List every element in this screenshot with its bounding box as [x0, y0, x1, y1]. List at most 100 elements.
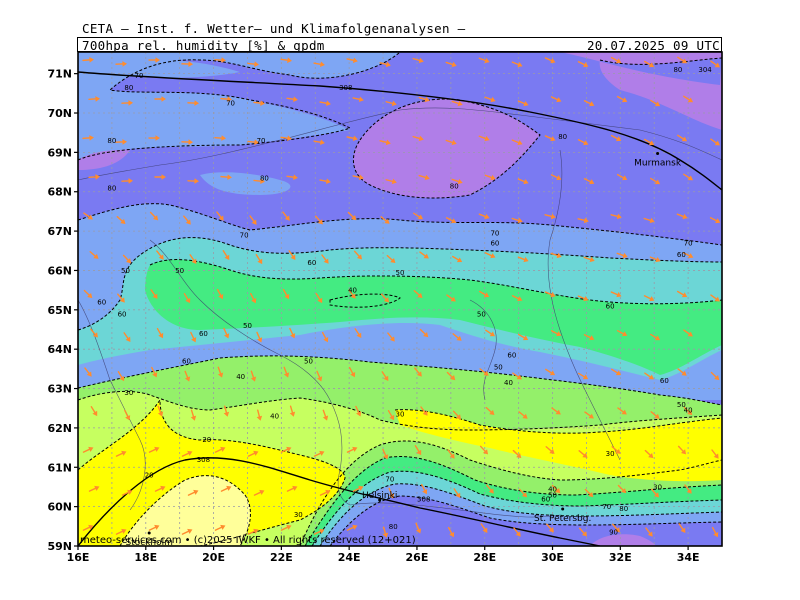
wind-arrow: [577, 217, 589, 224]
wind-arrow: [485, 329, 496, 337]
wind-arrow: [214, 524, 226, 531]
wind-arrow: [584, 488, 594, 498]
wind-arrow: [643, 217, 655, 224]
lon-label: 34E: [677, 551, 700, 564]
header-source: CETA — Inst. f. Wetter— und Klimafolgena…: [82, 21, 466, 36]
wind-arrow: [413, 212, 424, 220]
humidity-contour-label: 60: [660, 377, 669, 385]
lat-label: 65N: [47, 304, 72, 317]
wind-arrow: [518, 411, 528, 419]
humidity-contour-label: 40: [548, 485, 557, 493]
wind-arrow: [478, 213, 490, 220]
wind-arrow: [617, 407, 627, 415]
wind-arrow: [315, 293, 323, 304]
humidity-contour-label: 70: [257, 137, 266, 145]
wind-arrow: [115, 450, 127, 457]
wind-arrow: [321, 331, 329, 343]
wind-arrow: [115, 61, 127, 67]
rh-band-90: [78, 52, 722, 546]
wind-arrow: [643, 60, 655, 68]
humidity-contour-label: 80: [619, 505, 628, 513]
wind-arrow: [117, 371, 125, 382]
humidity-contour-label: 80: [124, 84, 133, 92]
lon-label: 28E: [473, 551, 496, 564]
lon-label: 26E: [406, 551, 429, 564]
wind-arrow: [550, 96, 562, 103]
wind-arrow: [388, 487, 395, 499]
wind-arrow: [412, 135, 424, 142]
wind-arrow: [710, 371, 720, 381]
humidity-contour-label: 80: [260, 174, 269, 182]
humidity-contour-label: 60: [677, 251, 686, 259]
city-label[interactable]: St. Petersbg.: [534, 514, 591, 524]
wind-arrow: [551, 407, 561, 415]
humidity-contour-label: 50: [175, 267, 184, 275]
wind-arrow: [379, 139, 391, 146]
wind-arrow: [583, 178, 595, 185]
city-label[interactable]: Stockholm: [125, 538, 172, 548]
wind-arrow: [550, 174, 562, 181]
wind-arrow: [387, 409, 395, 421]
wind-arrow: [322, 409, 329, 421]
wind-arrow: [387, 332, 395, 342]
lat-label: 70N: [47, 107, 72, 120]
wind-arrow: [346, 524, 358, 531]
wind-arrow: [214, 57, 226, 63]
wind-arrow: [420, 483, 428, 495]
wind-arrow: [711, 449, 719, 459]
wind-arrow: [121, 100, 133, 106]
wind-arrow: [220, 174, 232, 180]
wind-arrow: [319, 100, 331, 107]
wind-arrow: [643, 295, 655, 302]
city-label[interactable]: Murmansk: [634, 159, 682, 169]
wind-arrow: [617, 484, 627, 494]
wind-arrow: [511, 295, 523, 302]
wind-arrow: [414, 367, 422, 377]
wind-arrow: [247, 61, 259, 67]
wind-arrow: [381, 371, 389, 382]
wind-arrow: [280, 57, 292, 63]
copyright-text: meteo-services.com • (c)2025 IWKF • All …: [80, 535, 416, 546]
humidity-fill-layer: [78, 52, 722, 546]
wind-arrow: [280, 135, 292, 141]
wind-arrow: [577, 295, 589, 302]
humidity-contour-label: 30: [396, 411, 405, 419]
city-label[interactable]: Helsinki: [362, 491, 397, 501]
wind-arrow: [223, 327, 230, 339]
wind-arrow: [346, 446, 358, 453]
wind-arrow: [683, 329, 693, 337]
humidity-contour-label: 80: [450, 182, 459, 190]
wind-arrow: [190, 409, 197, 421]
wind-arrow: [577, 61, 589, 68]
wind-arrows-layer: [82, 56, 721, 538]
wind-arrow: [316, 370, 323, 382]
humidity-contour-label: 50: [477, 310, 486, 318]
wind-arrow: [123, 332, 131, 342]
lon-label: 30E: [541, 551, 564, 564]
wind-arrow: [711, 526, 719, 538]
wind-arrow: [419, 328, 429, 338]
wind-arrow: [451, 100, 463, 107]
wind-arrow: [518, 488, 528, 498]
city-marker: [147, 531, 151, 535]
wind-arrow: [157, 405, 164, 417]
wind-arrow: [346, 57, 358, 64]
wind-arrow: [319, 489, 331, 496]
wind-arrow: [313, 61, 325, 68]
wind-arrow: [223, 405, 230, 417]
wind-arrow: [82, 446, 94, 453]
wind-arrow: [478, 57, 490, 64]
wind-arrow: [583, 100, 595, 107]
wind-arrow: [517, 178, 529, 185]
wind-arrow: [283, 366, 290, 378]
wind-arrow: [255, 254, 263, 265]
wind-arrow: [354, 328, 362, 338]
wind-arrow: [253, 178, 265, 184]
humidity-contour-label: 20: [202, 436, 211, 444]
wind-arrow: [480, 523, 488, 533]
wind-arrow: [116, 215, 126, 224]
wind-arrow: [253, 489, 265, 496]
humidity-contour-label: 30: [653, 483, 662, 491]
wind-arrow: [414, 445, 422, 456]
